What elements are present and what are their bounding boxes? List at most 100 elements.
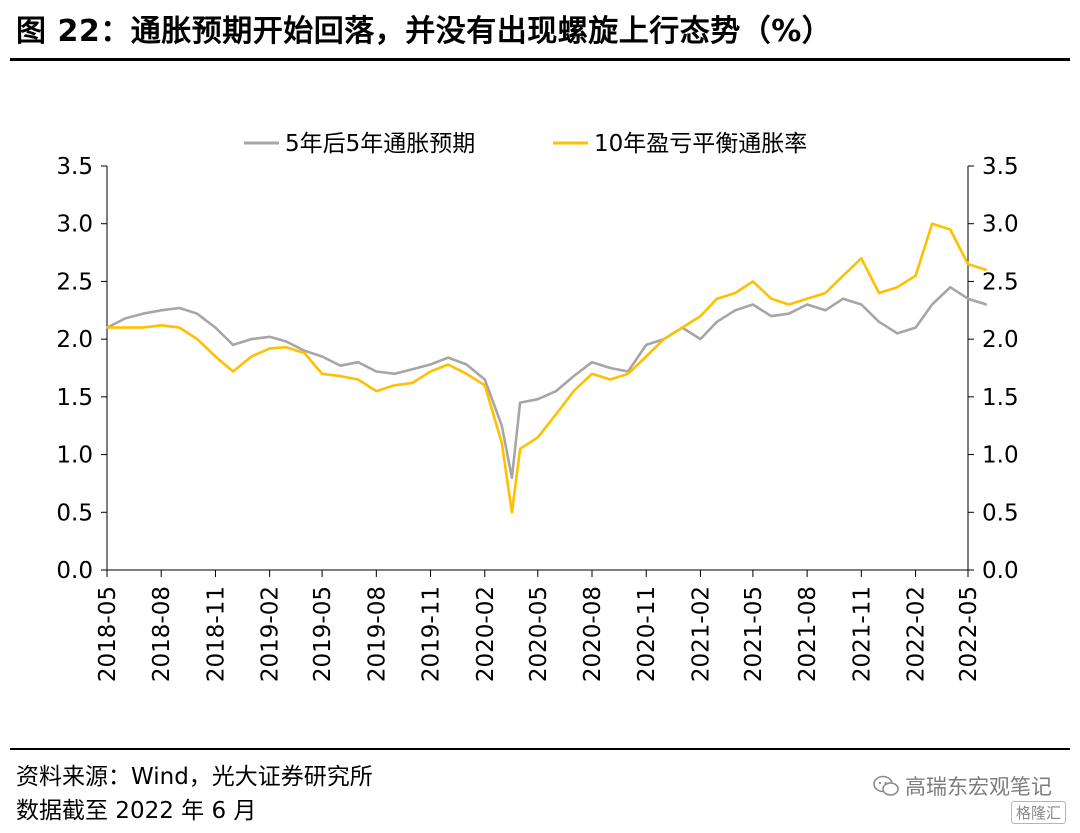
- watermark-text: 高瑞东宏观笔记: [905, 775, 1052, 799]
- data-point: [824, 292, 827, 294]
- data-point: [609, 367, 612, 369]
- x-tick-label: 2020-05: [526, 586, 552, 682]
- data-point: [268, 347, 271, 350]
- data-point: [787, 312, 790, 315]
- x-tick-label: 2021-11: [849, 586, 875, 682]
- x-tick-label: 2019-05: [310, 586, 336, 682]
- data-point: [411, 382, 414, 384]
- data-point: [357, 378, 359, 381]
- data-point: [214, 326, 217, 329]
- watermark-logo: 格隆汇: [1010, 801, 1066, 824]
- data-point: [806, 297, 809, 300]
- data-point: [967, 297, 969, 300]
- y-tick-label-right: 0.5: [982, 500, 1019, 526]
- footer-rule: [10, 748, 1070, 750]
- y-tick-label-left: 2.0: [56, 327, 93, 353]
- chart-legend: 5年后5年通胀预期 10年盈亏平衡通胀率: [244, 131, 807, 157]
- data-point: [572, 375, 575, 377]
- data-point: [124, 326, 127, 329]
- y-tick-label-right: 0.0: [982, 558, 1019, 584]
- data-point: [770, 297, 773, 300]
- data-point: [250, 338, 253, 341]
- data-point: [519, 401, 522, 404]
- data-point: [536, 436, 539, 439]
- data-point: [536, 398, 539, 401]
- data-point: [751, 303, 754, 306]
- data-point: [375, 370, 378, 373]
- data-point: [321, 355, 324, 358]
- data-point: [285, 340, 288, 343]
- data-point: [465, 363, 468, 366]
- data-point: [627, 372, 629, 375]
- data-point: [232, 344, 235, 346]
- data-point: [860, 257, 863, 260]
- data-point: [124, 317, 127, 320]
- data-point: [734, 309, 737, 312]
- data-point: [500, 424, 503, 427]
- data-point: [447, 356, 450, 359]
- data-point: [339, 375, 342, 377]
- x-tick-label: 2019-11: [419, 586, 445, 682]
- x-tick-label: 2021-02: [688, 586, 714, 682]
- data-point: [878, 320, 880, 323]
- data-point: [842, 297, 844, 300]
- series-line-1: [107, 222, 987, 514]
- y-tick-label-right: 3.0: [982, 212, 1019, 238]
- x-tick-label: 2020-11: [634, 586, 660, 682]
- data-point: [555, 413, 557, 416]
- data-point: [716, 320, 718, 323]
- data-point: [268, 335, 271, 338]
- data-point: [196, 338, 199, 341]
- data-point: [770, 315, 773, 317]
- data-point: [914, 274, 917, 277]
- data-point: [483, 384, 486, 387]
- legend-label-0: 5年后5年通胀预期: [285, 131, 475, 157]
- data-point: [142, 312, 144, 315]
- series-line-0: [106, 285, 987, 480]
- x-tick-label: 2022-05: [956, 586, 982, 682]
- data-point: [734, 292, 737, 294]
- data-point: [931, 222, 933, 225]
- y-tick-label-right: 2.0: [982, 327, 1019, 353]
- data-point: [806, 303, 809, 306]
- data-point: [160, 324, 163, 327]
- data-point: [842, 274, 844, 277]
- y-tick-label-right: 1.5: [982, 385, 1019, 411]
- y-tick-label-left: 0.0: [56, 558, 93, 584]
- data-point: [967, 263, 969, 266]
- data-point: [824, 309, 827, 312]
- data-point: [510, 476, 513, 479]
- data-point: [375, 390, 378, 392]
- data-point: [787, 303, 790, 306]
- watermark: 高瑞东宏观笔记: [873, 771, 1052, 801]
- data-point: [303, 352, 306, 354]
- data-point: [555, 390, 557, 392]
- data-point: [178, 326, 181, 329]
- data-point: [411, 368, 414, 371]
- data-point: [860, 303, 863, 306]
- y-tick-label-right: 3.5: [982, 154, 1019, 180]
- y-tick-label-left: 3.0: [56, 212, 93, 238]
- data-point: [483, 378, 486, 381]
- data-point: [519, 447, 522, 450]
- y-tick-label-left: 3.5: [56, 154, 93, 180]
- data-point: [645, 344, 648, 346]
- chart-axes: 0.0 0.0 0.5 0.5 1.0 1.0 1.5 1.5 2.0 2.0 2.5 2.5 3.0 3…: [56, 154, 1018, 682]
- data-point: [339, 364, 342, 367]
- data-point: [321, 372, 324, 375]
- figure-title: 图 22：通胀预期开始回落，并没有出现螺旋上行态势（%）: [16, 14, 833, 49]
- data-point: [716, 297, 718, 300]
- data-point: [896, 332, 899, 335]
- x-tick-label: 2020-02: [473, 586, 499, 682]
- source-note: 资料来源：Wind，光大证券研究所: [16, 764, 373, 790]
- y-tick-label-left: 2.5: [56, 269, 93, 295]
- data-point: [949, 228, 952, 231]
- data-point: [196, 312, 199, 315]
- data-point: [751, 280, 754, 283]
- wechat-icon: [873, 775, 899, 796]
- y-tick-label-right: 2.5: [982, 269, 1019, 295]
- data-point: [160, 309, 163, 312]
- data-point: [985, 268, 988, 271]
- data-point: [878, 292, 880, 294]
- x-tick-label: 2019-08: [364, 586, 390, 682]
